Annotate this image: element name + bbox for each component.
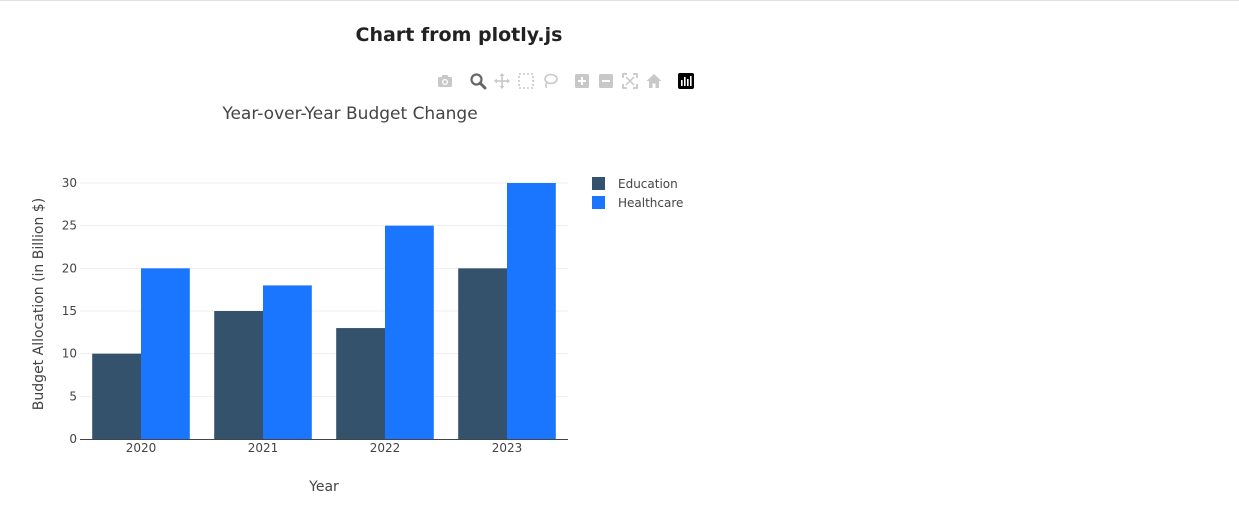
modebar	[436, 72, 698, 90]
legend: Education Healthcare	[592, 177, 683, 210]
top-border	[0, 0, 1239, 1]
y-tick-label: 30	[62, 176, 77, 190]
bar-healthcare-2023[interactable]	[507, 183, 556, 439]
x-tick-labels: 2020 2021 2022 2023	[126, 441, 523, 455]
bar-education-2021[interactable]	[214, 311, 263, 439]
autoscale-icon[interactable]	[621, 72, 639, 90]
bar-education-2020[interactable]	[92, 353, 141, 439]
x-tick-label: 2020	[126, 441, 157, 455]
legend-label[interactable]: Education	[618, 177, 678, 191]
y-tick-label: 0	[69, 432, 77, 446]
legend-swatch[interactable]	[592, 196, 605, 209]
bars	[92, 183, 556, 439]
bar-education-2023[interactable]	[458, 268, 507, 439]
bar-education-2022[interactable]	[336, 328, 385, 439]
y-tick-label: 25	[62, 219, 77, 233]
camera-icon[interactable]	[436, 72, 454, 90]
x-tick-label: 2023	[492, 441, 523, 455]
pan-icon[interactable]	[493, 72, 511, 90]
bar-healthcare-2021[interactable]	[263, 285, 312, 439]
zoom-in-icon[interactable]	[573, 72, 591, 90]
y-axis-title: Budget Allocation (in Billion $)	[31, 198, 47, 410]
zoom-icon[interactable]	[469, 72, 487, 90]
y-tick-labels: 0 5 10 15 20 25 30	[62, 176, 77, 446]
bar-healthcare-2020[interactable]	[141, 268, 190, 439]
x-tick-label: 2021	[248, 441, 279, 455]
y-tick-label: 20	[62, 261, 77, 275]
x-axis-title: Year	[308, 479, 339, 495]
lasso-select-icon[interactable]	[541, 72, 559, 90]
page-title: Chart from plotly.js	[355, 24, 563, 46]
x-tick-label: 2022	[370, 441, 401, 455]
bar-healthcare-2022[interactable]	[385, 225, 434, 439]
chart-title: Year-over-Year Budget Change	[221, 104, 477, 124]
legend-swatch[interactable]	[592, 177, 605, 190]
y-tick-label: 10	[62, 347, 77, 361]
plotly-logo-icon[interactable]	[677, 72, 695, 90]
legend-label[interactable]: Healthcare	[618, 196, 683, 210]
box-select-icon[interactable]	[517, 72, 535, 90]
y-tick-label: 15	[62, 304, 77, 318]
zoom-out-icon[interactable]	[597, 72, 615, 90]
y-tick-label: 5	[69, 389, 77, 403]
reset-axes-icon[interactable]	[645, 72, 663, 90]
